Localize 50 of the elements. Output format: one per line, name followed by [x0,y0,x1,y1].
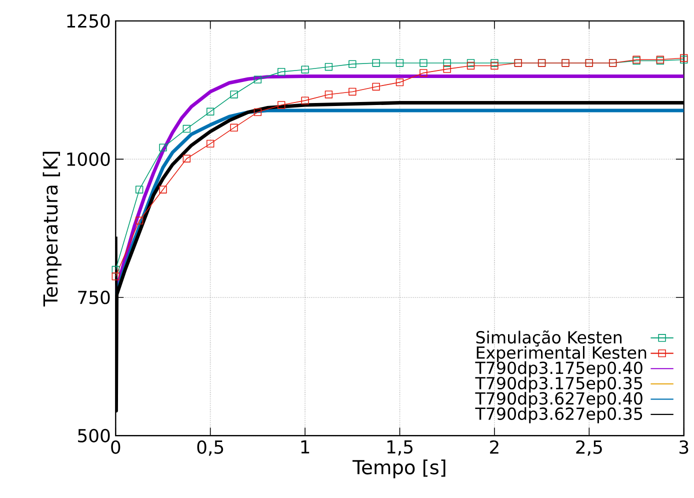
legend-label: Simulação Kesten [476,330,622,346]
point [112,272,120,280]
x-tick-label: 2 [490,440,498,454]
legend-label: Experimental Kesten [476,346,646,362]
point [278,100,286,109]
y-tick-label: 500 [78,428,110,442]
point [324,62,333,70]
point [443,58,451,67]
y-axis-title: Temperatura [K] [42,152,62,306]
point [182,154,191,162]
point [182,124,191,132]
point [254,75,262,84]
point [372,82,380,90]
point [348,88,356,96]
point [159,143,167,152]
point [206,140,214,148]
point [254,108,262,116]
point [278,68,286,76]
x-tick-label: 0,5 [197,440,224,456]
point [466,62,475,70]
point [420,58,428,67]
point [348,60,356,68]
x-tick-label: 0 [111,440,120,454]
point [206,108,214,116]
x-tick-label: 1,5 [387,440,412,456]
y-tick-label: 1000 [67,152,110,166]
legend-label: T790dp3.627ep0.35 [475,406,642,424]
legend-label: T790dp3.627ep0.40 [475,392,642,408]
point [372,58,380,67]
point [420,68,428,77]
point [159,186,167,194]
point [396,78,404,86]
y-tick-label: 750 [78,290,110,304]
x-tick-label: 3 [680,440,688,454]
legend-label: T790dp3.175ep0.40 [475,361,642,378]
x-tick-label: 2,5 [576,440,602,456]
point [135,186,144,194]
point [230,90,238,98]
legend-label: T790dp3.175ep0.35 [475,376,642,392]
point [135,216,144,224]
point [230,124,238,132]
point [443,64,451,73]
x-tick-label: 1 [301,440,310,454]
x-axis-title: Tempo [s] [352,459,446,478]
point [301,96,309,104]
y-tick-label: 1250 [67,14,110,28]
point [396,58,404,67]
point [324,90,333,98]
point [301,66,309,74]
point [490,62,498,70]
